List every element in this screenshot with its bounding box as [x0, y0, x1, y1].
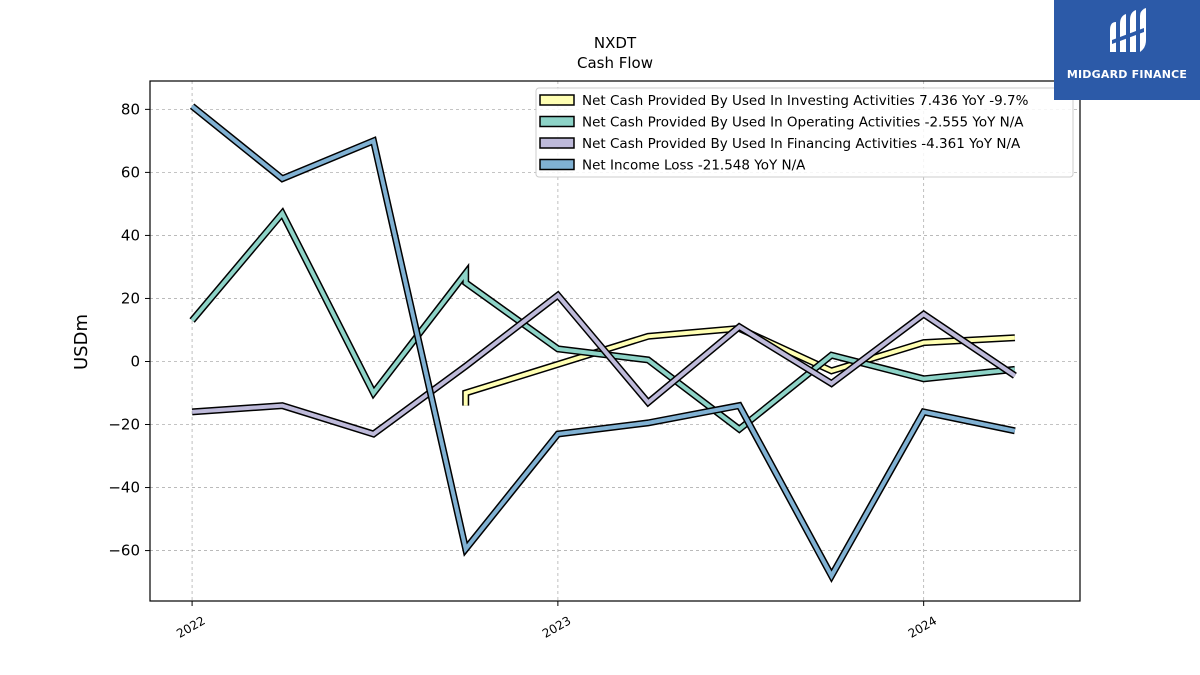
series-line-2: [191, 292, 1017, 437]
y-tick-label: −40: [108, 479, 140, 497]
legend-label-2: Net Cash Provided By Used In Financing A…: [582, 136, 1021, 152]
legend-label-1: Net Cash Provided By Used In Operating A…: [582, 115, 1024, 131]
y-tick-label: 60: [121, 163, 140, 181]
y-axis-ticks: 80 60 40 20 0 −20 −40 −60: [108, 100, 150, 560]
y-tick-label: 40: [121, 226, 140, 244]
series-lines: [189, 103, 1017, 584]
legend-box: [535, 87, 1074, 178]
legend-swatch-3: [539, 158, 575, 171]
y-tick-label: 20: [121, 289, 140, 307]
y-tick-label: 80: [121, 100, 140, 118]
y-axis-label: USDm: [71, 314, 92, 370]
brand-name: MIDGARD FINANCE: [1066, 68, 1188, 81]
legend-swatch-2: [539, 137, 575, 149]
series-line-3: [190, 104, 1016, 580]
legend-label-0: Net Cash Provided By Used In Investing A…: [582, 93, 1029, 109]
chart-subtitle: Cash Flow: [577, 54, 653, 72]
plot-frame: [149, 80, 1081, 602]
legend: Net Cash Provided By Used In Investing A…: [535, 87, 1074, 178]
midgard-logo-icon: [1110, 8, 1146, 52]
legend-swatch-1: [539, 115, 575, 128]
legend-swatch-0: [539, 94, 575, 106]
y-tick-label: −20: [108, 416, 140, 434]
chart-title: NXDT: [594, 34, 637, 52]
y-tick-label: 0: [130, 352, 140, 370]
y-tick-label: −60: [108, 542, 140, 560]
brand-logo: MIDGARD FINANCE: [1054, 0, 1200, 100]
legend-label-3: Net Income Loss -21.548 YoY N/A: [582, 158, 806, 174]
